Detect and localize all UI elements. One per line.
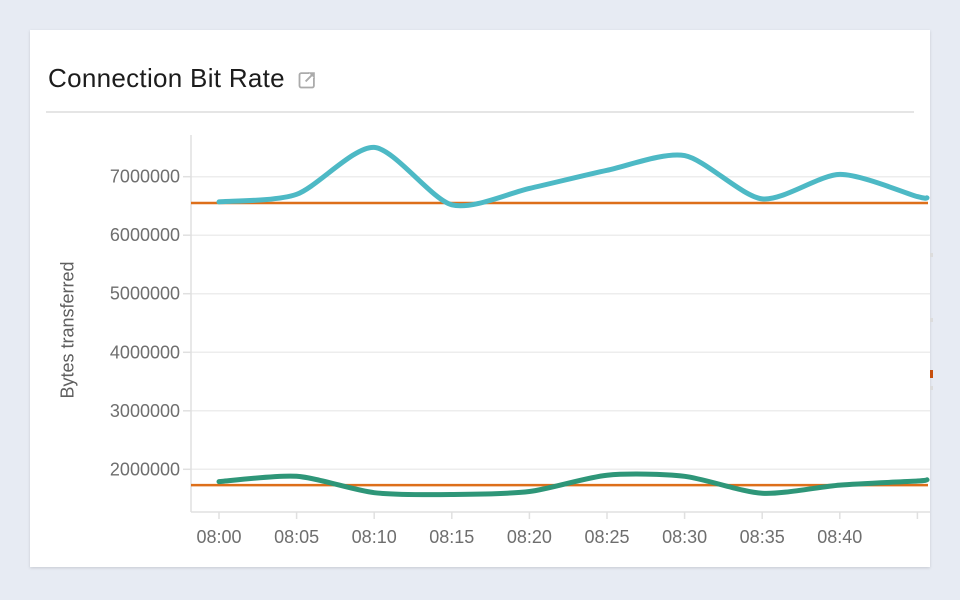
x-tick-label: 08:35 [740,527,785,547]
chart-card: Connection Bit Rate Bytes transferred 20… [30,30,930,567]
x-tick-label: 08:05 [274,527,319,547]
y-tick-label: 6000000 [110,225,180,245]
y-tick-label: 7000000 [110,167,180,187]
y-tick-label: 2000000 [110,459,180,479]
external-link-icon[interactable] [296,69,318,91]
x-tick-label: 08:25 [584,527,629,547]
green-series-path [216,471,930,498]
teal-series-path [216,144,930,209]
header-divider [46,111,914,113]
clipped-edge-mark [930,318,933,322]
x-tick-label: 08:40 [817,527,862,547]
x-tick-label: 08:30 [662,527,707,547]
clipped-edge-mark [930,370,933,378]
x-tick-label: 08:10 [352,527,397,547]
clipped-edge-mark [930,386,933,390]
x-tick-label: 08:15 [429,527,474,547]
x-tick-label: 08:00 [196,527,241,547]
card-header: Connection Bit Rate [48,60,318,96]
clipped-edge-mark [930,253,933,257]
bitrate-line-chart: 2000000 3000000 4000000 5000000 6000000 70000… [110,135,930,547]
x-tick-label: 08:20 [507,527,552,547]
chart-title: Connection Bit Rate [48,62,285,93]
y-tick-label: 5000000 [110,284,180,304]
y-tick-label: 4000000 [110,342,180,362]
y-tick-label: 3000000 [110,401,180,421]
